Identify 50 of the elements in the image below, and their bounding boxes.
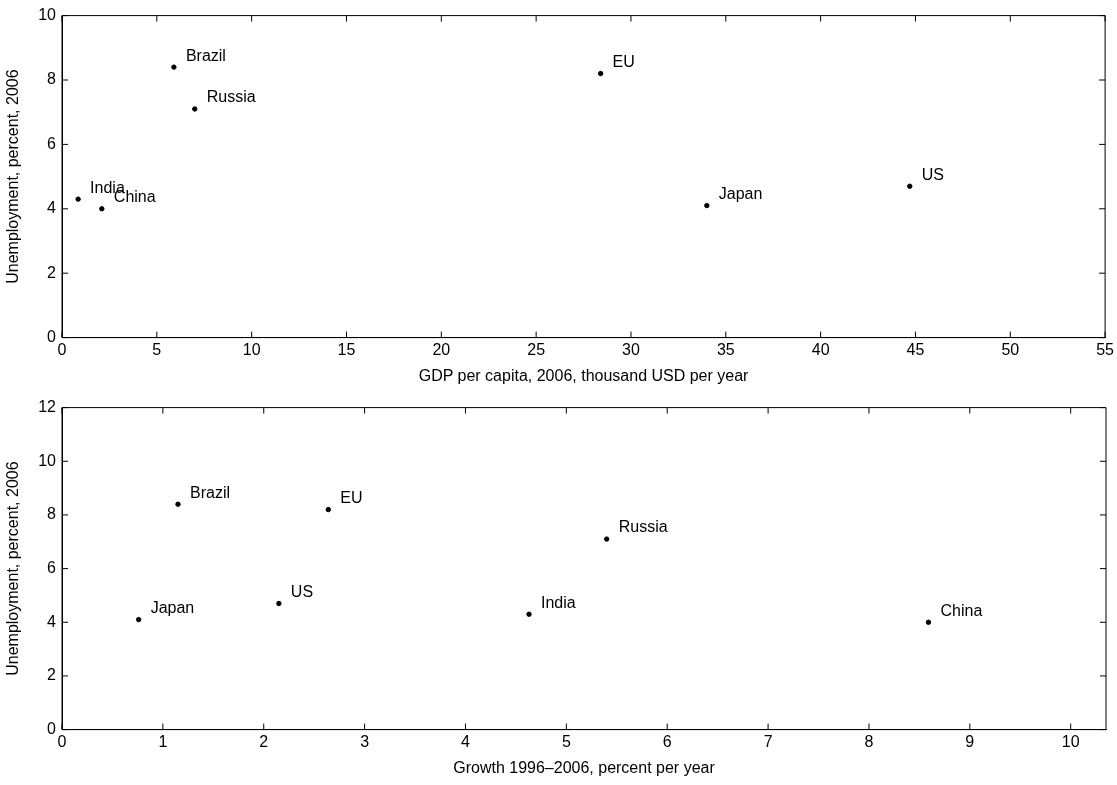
x-tick-label: 35 [716, 340, 735, 358]
x-tick-label: 55 [1096, 340, 1115, 358]
annotation: EU [340, 488, 363, 506]
annotation: Brazil [185, 46, 226, 64]
y-tick-label: 2 [47, 666, 57, 684]
annotation: Russia [618, 518, 668, 536]
y-tick-label: 6 [47, 134, 57, 152]
annotation: Japan [718, 184, 763, 202]
y-tick-label: 10 [38, 451, 57, 469]
y-tick-label: 8 [47, 505, 57, 523]
x-tick-label: 7 [763, 732, 773, 750]
x-tick-label: 20 [432, 340, 451, 358]
y-tick-label: 0 [47, 328, 57, 346]
annotation: EU [612, 52, 635, 70]
y-tick-label: 6 [47, 559, 57, 577]
x-tick-label: 50 [1001, 340, 1020, 358]
y-axis-title: Unemployment, percent, 2006 [4, 461, 22, 676]
x-tick-label: 25 [527, 340, 546, 358]
x-tick-label: 1 [158, 732, 168, 750]
x-tick-label: 30 [622, 340, 640, 358]
y-axis-title: Unemployment, percent, 2006 [4, 69, 22, 284]
y-tick-label: 8 [47, 70, 57, 88]
annotation: US [290, 582, 314, 600]
annotation: Japan [150, 598, 195, 616]
annotation: US [921, 165, 944, 183]
x-axis-title: Growth 1996–2006, percent per year [453, 758, 716, 776]
x-tick-label: 40 [811, 340, 830, 358]
annotation: Russia [206, 88, 256, 106]
y-tick-label: 4 [47, 612, 57, 630]
x-tick-label: 4 [461, 732, 471, 750]
x-axis-title: GDP per capita, 2006, thousand USD per year [418, 366, 750, 384]
x-tick-label: 45 [906, 340, 925, 358]
x-tick-label: 6 [662, 732, 672, 750]
annotation: Brazil [190, 483, 231, 501]
x-tick-label: 5 [561, 732, 571, 750]
annotation: India [541, 593, 576, 611]
annotation: China [940, 601, 983, 619]
y-tick-label: 0 [47, 720, 57, 738]
y-tick-label: 2 [47, 263, 57, 281]
x-tick-label: 3 [360, 732, 370, 750]
x-tick-label: 8 [864, 732, 874, 750]
x-tick-label: 2 [259, 732, 269, 750]
x-tick-label: 10 [242, 340, 261, 358]
x-tick-label: 9 [965, 732, 975, 750]
y-tick-label: 4 [47, 199, 57, 217]
y-tick-label: 10 [38, 6, 57, 24]
x-tick-label: 15 [337, 340, 356, 358]
y-tick-label: 12 [38, 398, 57, 416]
x-tick-label: 5 [152, 340, 162, 358]
x-tick-label: 10 [1061, 732, 1080, 750]
